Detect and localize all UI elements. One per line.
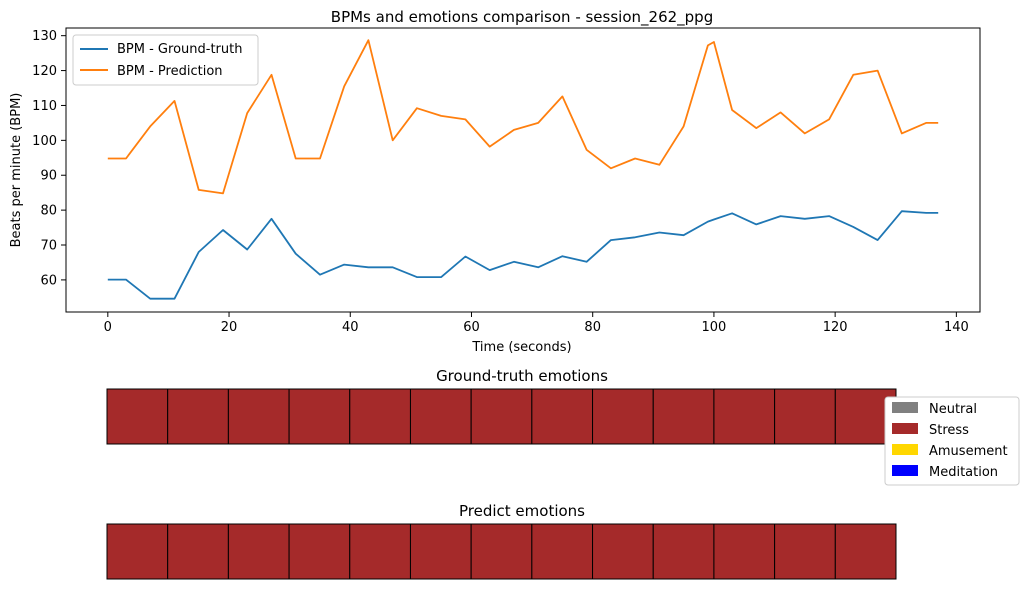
x-tick-label: 140 (944, 320, 969, 335)
x-tick-label: 120 (823, 320, 848, 335)
ground-truth-emotion-cell (167, 388, 229, 445)
y-tick-label: 100 (32, 134, 57, 149)
predicted-emotion-cell (349, 523, 411, 580)
line-chart-title: BPMs and emotions comparison - session_2… (331, 8, 713, 27)
x-tick-label: 0 (104, 320, 112, 335)
x-tick-label: 40 (342, 320, 359, 335)
emotion-label-meditation: Meditation (929, 465, 998, 480)
line-chart-xlabel: Time (seconds) (471, 340, 571, 355)
emotion-legend-box (884, 396, 1020, 486)
predicted-emotion-cell (774, 523, 836, 580)
ground-truth-emotion-cell (652, 388, 715, 445)
line-chart-legend: BPM - Ground-truth BPM - Prediction (72, 34, 259, 86)
ground-truth-emotion-cell (713, 388, 776, 445)
y-tick-label: 90 (40, 169, 57, 184)
emotion-swatch-stress (892, 423, 918, 434)
ground-truth-emotion-cell (774, 388, 836, 445)
predicted-emotion-cell (227, 523, 290, 580)
emotion-swatch-amusement (892, 444, 918, 455)
x-tick-label: 60 (463, 320, 480, 335)
y-tick-label: 110 (32, 99, 57, 114)
bpm-line-chart: BPMs and emotions comparison - session_2… (9, 8, 981, 355)
y-tick-label: 120 (32, 64, 57, 79)
ground-truth-emotion-cell (227, 388, 290, 445)
line-chart-frame (65, 27, 981, 313)
emotion-label-neutral: Neutral (929, 402, 977, 417)
ground-truth-emotion-cell (592, 388, 654, 445)
emotion-label-amusement: Amusement (929, 444, 1008, 459)
x-tick-label: 100 (702, 320, 727, 335)
emotion-legend: Neutral Stress Amusement Meditation (884, 396, 1020, 486)
predicted-emotion-cell (713, 523, 776, 580)
y-tick-label: 70 (40, 239, 57, 254)
predicted-emotions-cells (106, 523, 897, 580)
ground-truth-emotion-cell (409, 388, 472, 445)
series-line-ground-truth (107, 210, 939, 300)
emotion-swatch-meditation (892, 465, 918, 476)
legend-label-prediction: BPM - Prediction (117, 64, 223, 79)
x-tick-label: 20 (221, 320, 238, 335)
ground-truth-emotions-cells (106, 388, 897, 445)
ground-truth-emotion-cell (470, 388, 533, 445)
predicted-emotion-cell (531, 523, 594, 580)
legend-label-ground-truth: BPM - Ground-truth (117, 42, 242, 57)
ground-truth-emotion-cell (531, 388, 594, 445)
y-tick-label: 80 (40, 204, 57, 219)
line-chart-ylabel: Beats per minute (BPM) (9, 93, 24, 248)
line-legend-box (72, 34, 259, 86)
predicted-emotions-chart: Predict emotions (106, 502, 897, 580)
predicted-emotion-cell (288, 523, 351, 580)
ground-truth-emotion-cell (288, 388, 351, 445)
ground-truth-emotion-cell (349, 388, 411, 445)
emotion-swatch-neutral (892, 402, 918, 413)
ground-truth-emotions-chart: Ground-truth emotions (106, 367, 897, 445)
predicted-emotion-cell (592, 523, 654, 580)
line-chart-ticks: 0 20 40 60 80 100 120 140 60 70 80 90 100 110 120 130 (32, 29, 969, 335)
predicted-emotion-cell (470, 523, 533, 580)
x-tick-label: 80 (584, 320, 601, 335)
y-tick-label: 130 (32, 29, 57, 44)
line-chart-series (107, 39, 939, 300)
emotion-label-stress: Stress (929, 423, 969, 438)
predicted-emotion-cell (106, 523, 169, 580)
predicted-emotions-title: Predict emotions (459, 502, 585, 520)
predicted-emotion-cell (167, 523, 229, 580)
predicted-emotion-cell (834, 523, 897, 580)
y-tick-label: 60 (40, 273, 57, 288)
predicted-emotion-cell (409, 523, 472, 580)
ground-truth-emotions-title: Ground-truth emotions (436, 367, 608, 385)
ground-truth-emotion-cell (106, 388, 169, 445)
series-line-prediction (107, 39, 939, 195)
predicted-emotion-cell (652, 523, 715, 580)
